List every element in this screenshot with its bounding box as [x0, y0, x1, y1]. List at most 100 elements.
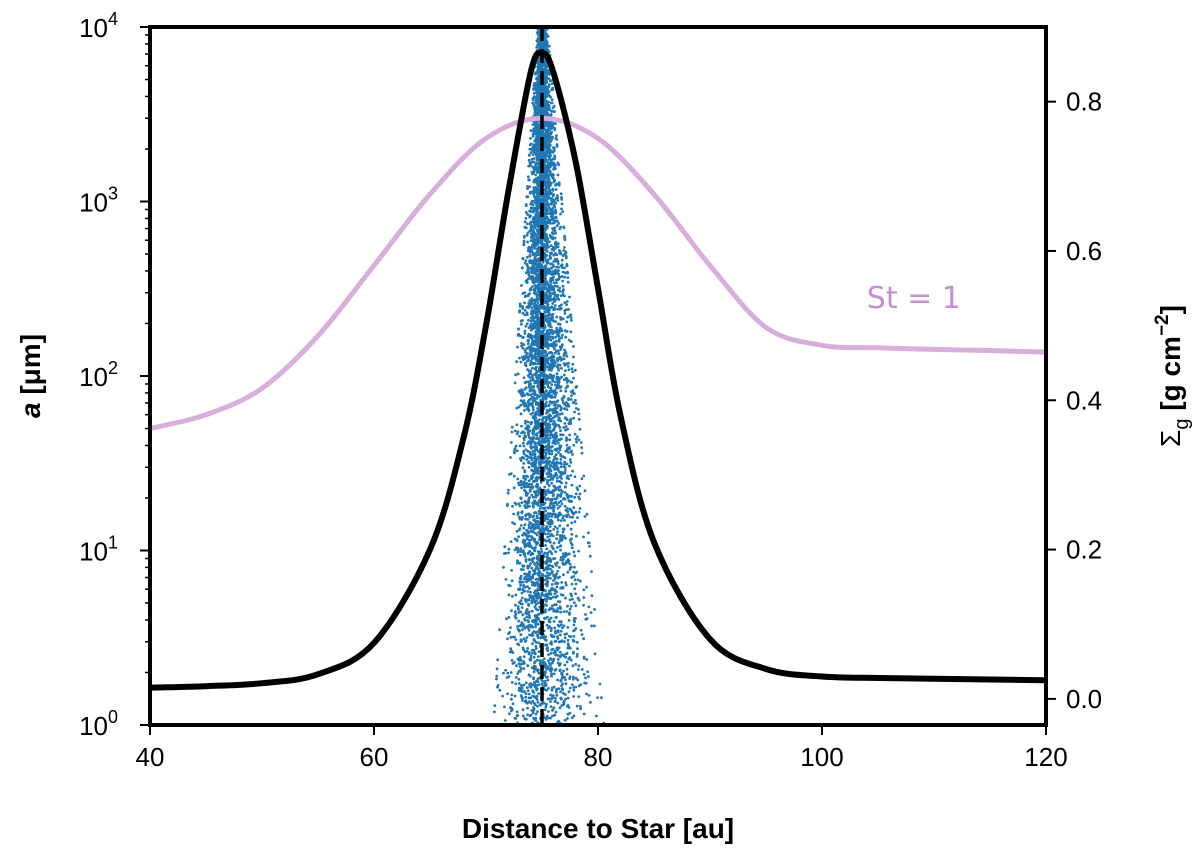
dust-particle-point	[547, 687, 550, 690]
dust-particle-point	[546, 506, 550, 510]
dust-particle-point	[537, 358, 541, 362]
dust-particle-point	[559, 629, 563, 633]
dust-particle-point	[562, 225, 566, 229]
dust-particle-point	[555, 386, 558, 390]
dust-particle-point	[535, 437, 538, 441]
dust-particle-point	[534, 197, 538, 201]
dust-particle-point	[531, 389, 534, 392]
dust-particle-point	[563, 504, 567, 508]
dust-particle-point	[531, 101, 535, 105]
dust-particle-point	[556, 530, 559, 534]
dust-particle-point	[521, 516, 524, 519]
dust-particle-point	[525, 505, 529, 509]
dust-particle-point	[528, 161, 532, 165]
dust-particle-point	[559, 492, 563, 496]
dust-particle-point	[536, 157, 540, 161]
dust-particle-point	[568, 438, 572, 442]
dust-particle-point	[550, 688, 554, 692]
dust-particle-point	[534, 427, 538, 430]
dust-particle-point	[553, 272, 557, 276]
dust-particle-point	[552, 275, 555, 279]
dust-particle-point	[559, 519, 563, 522]
dust-particle-point	[549, 629, 553, 633]
dust-particle-point	[532, 620, 536, 624]
dust-particle-point	[557, 266, 560, 269]
dust-particle-point	[554, 246, 558, 250]
dust-particle-point	[555, 406, 559, 410]
dust-particle-point	[547, 258, 550, 261]
dust-particle-point	[537, 188, 541, 192]
dust-particle-point	[523, 504, 527, 507]
dust-particle-point	[563, 234, 566, 238]
dust-particle-point	[521, 466, 525, 470]
dust-particle-point	[561, 399, 564, 402]
dust-particle-point	[565, 300, 569, 303]
dust-particle-point	[569, 474, 572, 477]
dust-particle-point	[568, 464, 571, 468]
dust-particle-point	[519, 403, 523, 407]
dust-particle-point	[555, 503, 559, 506]
dust-particle-point	[549, 244, 553, 248]
dust-particle-point	[537, 413, 541, 417]
dust-particle-point	[578, 492, 582, 496]
dust-particle-point	[572, 575, 575, 578]
dust-particle-point	[549, 592, 552, 596]
dust-particle-point	[582, 603, 585, 607]
dust-particle-point	[550, 361, 554, 365]
dust-particle-point	[550, 674, 553, 678]
dust-particle-point	[550, 583, 554, 586]
dust-particle-point	[554, 696, 557, 700]
dust-particle-point	[527, 409, 531, 413]
dust-particle-point	[527, 460, 531, 463]
dust-particle-point	[551, 201, 555, 204]
dust-particle-point	[545, 241, 549, 245]
dust-particle-point	[549, 616, 553, 620]
dust-particle-point	[570, 483, 574, 487]
dust-particle-point	[543, 665, 546, 669]
dust-particle-point	[534, 607, 538, 611]
dust-particle-point	[567, 499, 571, 503]
dust-particle-point	[566, 642, 570, 646]
dust-particle-point	[554, 639, 558, 643]
dust-particle-point	[573, 475, 577, 478]
dust-particle-point	[519, 583, 522, 587]
dust-particle-point	[527, 558, 531, 561]
dust-particle-point	[549, 158, 553, 162]
dust-particle-point	[552, 672, 556, 676]
dust-particle-point	[529, 379, 533, 382]
dust-particle-point	[554, 211, 558, 215]
dust-particle-point	[545, 340, 549, 344]
dust-particle-point	[555, 460, 559, 464]
dust-particle-point	[564, 439, 568, 442]
dust-particle-point	[531, 495, 535, 499]
dust-particle-point	[541, 260, 545, 264]
dust-particle-point	[557, 646, 561, 650]
dust-particle-point	[533, 614, 537, 617]
dust-particle-point	[596, 696, 599, 699]
dust-particle-point	[552, 296, 556, 300]
dust-particle-point	[550, 498, 554, 502]
dust-particle-point	[535, 343, 539, 347]
dust-particle-point	[539, 636, 543, 640]
dust-particle-point	[509, 709, 513, 713]
dust-particle-point	[526, 590, 530, 593]
dust-particle-point	[536, 584, 540, 588]
dust-particle-point	[563, 456, 567, 460]
dust-particle-point	[547, 140, 551, 144]
dust-particle-point	[519, 574, 523, 578]
dust-particle-point	[507, 616, 511, 619]
dust-particle-point	[530, 609, 534, 613]
dust-particle-point	[524, 692, 528, 696]
dust-particle-point	[548, 549, 552, 553]
dust-particle-point	[515, 406, 519, 410]
dust-particle-point	[553, 629, 557, 633]
dust-particle-point	[562, 624, 566, 628]
dust-particle-point	[546, 565, 550, 568]
dust-particle-point	[569, 340, 573, 343]
dust-particle-point	[556, 173, 560, 177]
dust-particle-point	[564, 335, 568, 339]
dust-particle-point	[524, 681, 528, 685]
dust-particle-point	[524, 386, 528, 390]
dust-particle-point	[531, 335, 534, 338]
dust-particle-point	[565, 378, 569, 381]
